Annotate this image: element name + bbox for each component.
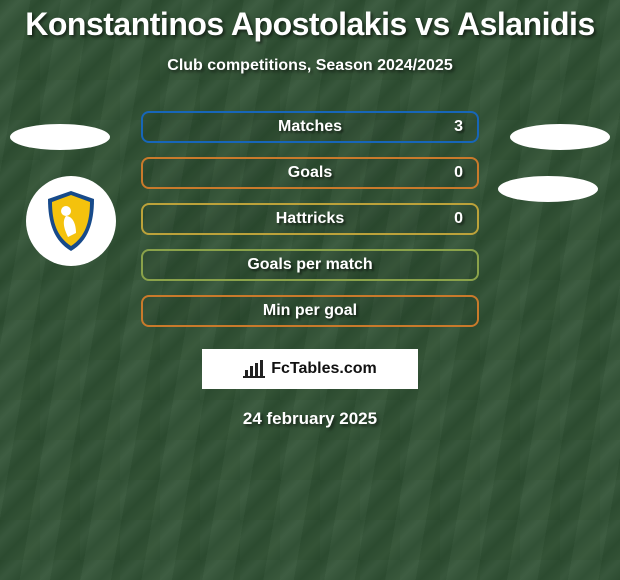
stat-row-goals-per-match: Goals per match — [141, 249, 479, 281]
stat-label: Goals — [288, 164, 332, 182]
date-label: 24 february 2025 — [0, 409, 620, 429]
stat-label: Goals per match — [247, 256, 372, 274]
stat-row-matches: Matches 3 — [141, 111, 479, 143]
stat-row-min-per-goal: Min per goal — [141, 295, 479, 327]
stat-value: 0 — [454, 210, 463, 228]
stat-value: 3 — [454, 118, 463, 136]
club-badge — [26, 176, 116, 266]
stat-row-hattricks: Hattricks 0 — [141, 203, 479, 235]
stat-label: Min per goal — [263, 302, 357, 320]
stat-row-goals: Goals 0 — [141, 157, 479, 189]
brand-box[interactable]: FcTables.com — [202, 349, 418, 389]
page-title: Konstantinos Apostolakis vs Aslanidis — [0, 6, 620, 43]
player-right-placeholder — [510, 124, 610, 150]
comparison-card: Konstantinos Apostolakis vs Aslanidis Cl… — [0, 0, 620, 429]
page-subtitle: Club competitions, Season 2024/2025 — [0, 57, 620, 75]
bar-chart-icon — [243, 360, 265, 378]
player-left-placeholder — [10, 124, 110, 150]
player-right-placeholder-2 — [498, 176, 598, 202]
club-shield-icon — [44, 189, 98, 253]
brand-text: FcTables.com — [271, 360, 377, 378]
stat-label: Hattricks — [276, 210, 344, 228]
stat-label: Matches — [278, 118, 342, 136]
stat-value: 0 — [454, 164, 463, 182]
